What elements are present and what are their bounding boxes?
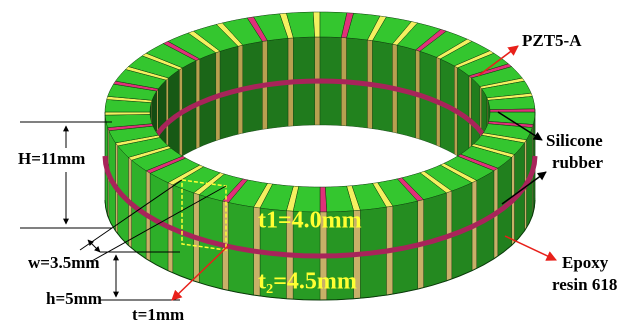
label: Silicone: [546, 131, 603, 150]
pointer: [505, 236, 556, 260]
label: t1=4.0mm: [258, 208, 362, 234]
label: t₂=4.5mm: [258, 269, 357, 295]
top-face: [105, 112, 150, 115]
label: H=11mm: [18, 149, 85, 168]
label: PZT5-A: [522, 31, 582, 50]
label: resin 618: [552, 275, 617, 294]
top-face: [490, 109, 535, 112]
label: t=1mm: [132, 305, 184, 324]
diagram: PZT5-A Silicone rubber H=11mm w=3.5mm h=…: [0, 0, 629, 326]
label: Epoxy: [562, 253, 609, 272]
label: w=3.5mm: [28, 253, 100, 272]
dim-arrow: [88, 240, 100, 252]
label: h=5mm: [46, 289, 102, 308]
label: rubber: [552, 153, 603, 172]
ring: [105, 12, 535, 300]
